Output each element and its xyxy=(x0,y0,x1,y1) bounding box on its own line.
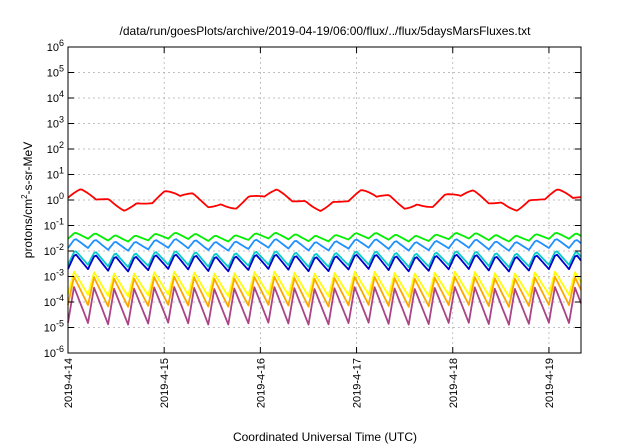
x-axis: 2019-4-14 2019-4-15 2019-4-16 2019-4-17 2019… xyxy=(63,47,556,408)
y-tick-label: 106 xyxy=(47,38,64,54)
y-tick-label: 102 xyxy=(47,140,64,156)
series-line xyxy=(67,275,582,308)
y-tick-label: 10-4 xyxy=(44,293,64,309)
y-tick-label: 10-1 xyxy=(44,217,64,233)
y-axis: 10-6 10-5 10-4 10-3 10-2 10-1 100 101 102 103 104 1… xyxy=(44,38,581,360)
y-tick-label: 105 xyxy=(47,64,64,80)
series-line xyxy=(67,253,582,273)
x-axis-label: Coordinated Universal Time (UTC) xyxy=(233,430,417,444)
x-tick-label: 2019-4-14 xyxy=(63,358,75,408)
series-line xyxy=(67,231,582,243)
y-tick-label: 100 xyxy=(47,191,64,207)
y-axis-label-superscript: 2 xyxy=(20,194,29,199)
chart-title: /data/run/goesPlots/archive/2019-04-19/0… xyxy=(120,24,532,38)
series-group xyxy=(67,188,582,326)
y-tick-label: 104 xyxy=(47,89,64,105)
grid xyxy=(68,47,581,353)
series-line xyxy=(67,286,582,326)
y-axis-label-main: protons/cm xyxy=(21,199,35,258)
series-line xyxy=(67,188,582,212)
series-line xyxy=(67,238,582,252)
x-tick-label: 2019-4-15 xyxy=(159,358,171,408)
y-axis-label: protons/cm2-s-sr-MeV xyxy=(20,142,35,258)
y-tick-label: 10-6 xyxy=(44,344,64,360)
y-tick-label: 10-3 xyxy=(44,268,64,284)
x-tick-label: 2019-4-18 xyxy=(448,358,460,408)
x-tick-label: 2019-4-17 xyxy=(352,358,364,408)
x-tick-label: 2019-4-16 xyxy=(255,358,267,408)
x-tick-label: 2019-4-19 xyxy=(544,358,556,408)
y-tick-label: 103 xyxy=(47,115,64,131)
series-line xyxy=(67,270,582,298)
y-tick-label: 101 xyxy=(47,166,64,182)
y-tick-label: 10-5 xyxy=(44,319,64,335)
y-tick-label: 10-2 xyxy=(44,242,64,258)
series-line xyxy=(67,250,582,269)
y-axis-label-rest: -s-sr-MeV xyxy=(21,142,35,195)
